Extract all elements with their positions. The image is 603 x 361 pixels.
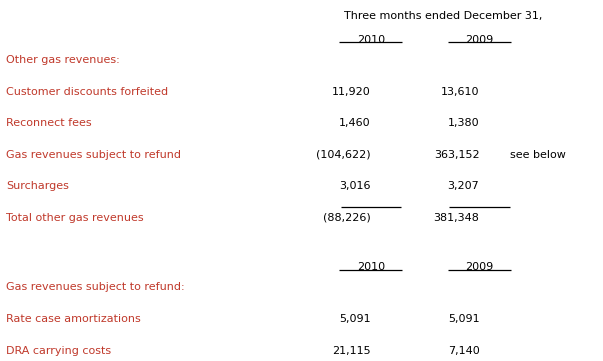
- Text: 2010: 2010: [357, 35, 385, 44]
- Text: 2009: 2009: [466, 262, 493, 272]
- Text: Gas revenues subject to refund:: Gas revenues subject to refund:: [6, 283, 185, 292]
- Text: DRA carrying costs: DRA carrying costs: [6, 346, 111, 356]
- Text: 3,016: 3,016: [339, 182, 371, 191]
- Text: 381,348: 381,348: [434, 213, 479, 223]
- Text: 11,920: 11,920: [332, 87, 371, 97]
- Text: 5,091: 5,091: [448, 314, 479, 324]
- Text: 363,152: 363,152: [434, 150, 479, 160]
- Text: see below: see below: [510, 150, 566, 160]
- Text: 21,115: 21,115: [332, 346, 371, 356]
- Text: 5,091: 5,091: [339, 314, 371, 324]
- Text: (88,226): (88,226): [323, 213, 371, 223]
- Text: 1,380: 1,380: [448, 118, 479, 128]
- Text: Customer discounts forfeited: Customer discounts forfeited: [6, 87, 168, 97]
- Text: Total other gas revenues: Total other gas revenues: [6, 213, 144, 223]
- Text: 7,140: 7,140: [447, 346, 479, 356]
- Text: 1,460: 1,460: [339, 118, 371, 128]
- Text: 13,610: 13,610: [441, 87, 479, 97]
- Text: Gas revenues subject to refund: Gas revenues subject to refund: [6, 150, 181, 160]
- Text: Three months ended December 31,: Three months ended December 31,: [344, 11, 542, 21]
- Text: Reconnect fees: Reconnect fees: [6, 118, 92, 128]
- Text: Other gas revenues:: Other gas revenues:: [6, 55, 120, 65]
- Text: 3,207: 3,207: [447, 182, 479, 191]
- Text: 2009: 2009: [466, 35, 493, 44]
- Text: Surcharges: Surcharges: [6, 182, 69, 191]
- Text: 2010: 2010: [357, 262, 385, 272]
- Text: (104,622): (104,622): [316, 150, 371, 160]
- Text: Rate case amortizations: Rate case amortizations: [6, 314, 140, 324]
